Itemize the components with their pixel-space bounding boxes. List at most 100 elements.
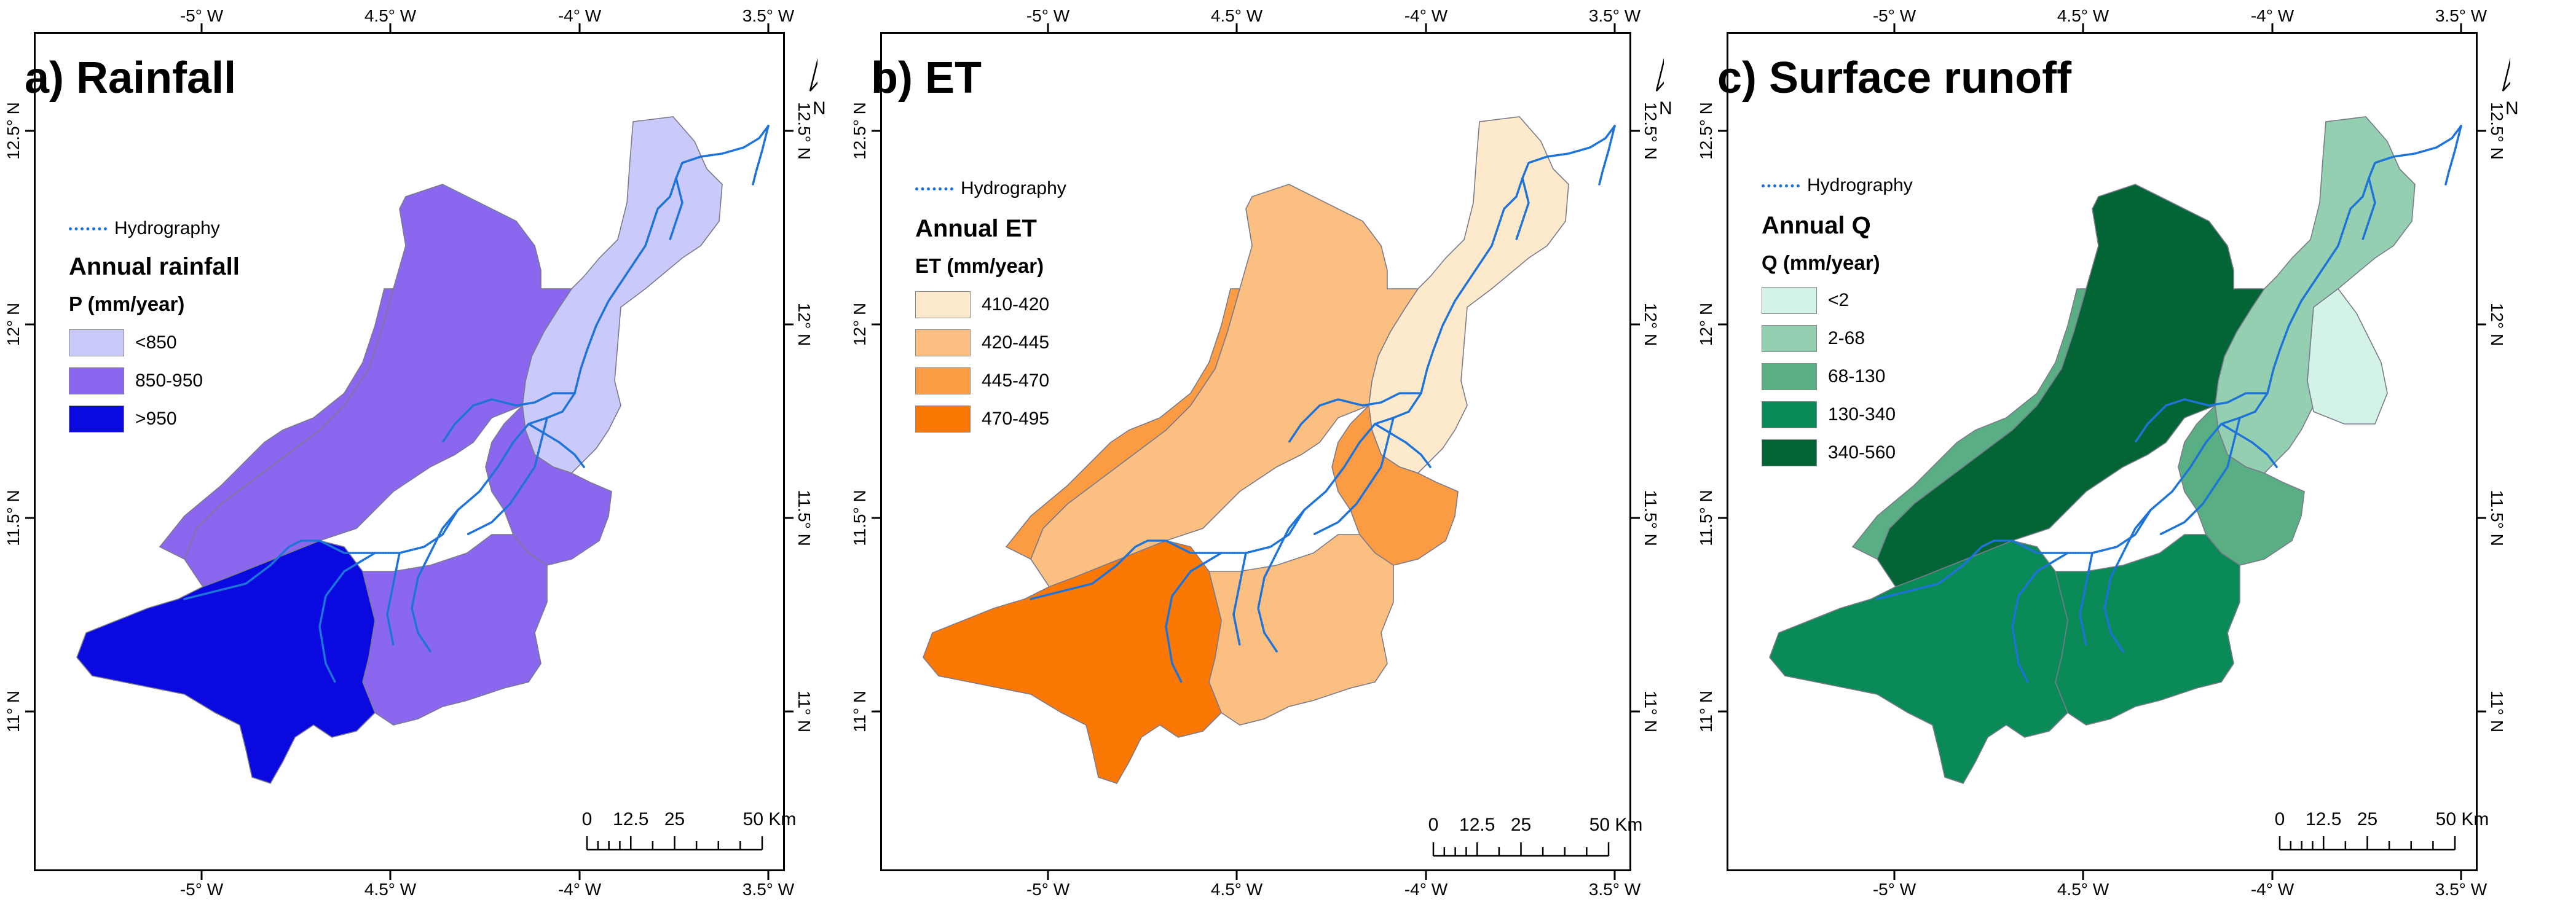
zone-layer bbox=[1769, 116, 2416, 784]
legend-class-0: 410-420 bbox=[915, 291, 1049, 318]
legend-class-2: 445-470 bbox=[915, 367, 1049, 394]
lon-label-top: 4.5° W bbox=[2057, 6, 2109, 25]
legend-class-1: 420-445 bbox=[915, 329, 1049, 356]
legend-subtitle: ET (mm/year) bbox=[915, 254, 1044, 277]
lon-label-top: -4° W bbox=[1404, 6, 1448, 25]
zone-west bbox=[159, 288, 395, 560]
zone-east bbox=[485, 404, 612, 566]
zone-east bbox=[2178, 404, 2305, 566]
legend-swatch bbox=[915, 367, 971, 394]
lat-label-right: 12° N bbox=[1641, 302, 1660, 347]
river-2 bbox=[669, 177, 683, 241]
lat-label-right: 12.5° N bbox=[795, 102, 814, 160]
lat-label-left: 12° N bbox=[850, 302, 869, 347]
legend-label: 470-495 bbox=[982, 409, 1050, 429]
map-frame bbox=[34, 32, 785, 871]
lon-label-bottom: -4° W bbox=[2250, 880, 2294, 899]
hydrography-label: Hydrography bbox=[961, 178, 1066, 198]
north-arrow-icon bbox=[809, 58, 817, 92]
scale-label-0: 0 bbox=[2274, 809, 2285, 829]
hydrography-line-icon bbox=[915, 187, 953, 190]
hydrography-layer bbox=[1876, 125, 2462, 683]
legend-label: 2-68 bbox=[1828, 328, 1865, 348]
river-4 bbox=[1312, 417, 1395, 536]
north-arrow-left bbox=[809, 58, 817, 92]
river-6 bbox=[2103, 509, 2152, 652]
legend-label: <2 bbox=[1828, 290, 1849, 310]
river-3 bbox=[2134, 392, 2269, 444]
lon-label-bottom: -5° W bbox=[1026, 880, 1070, 899]
lon-label-top: -4° W bbox=[557, 6, 602, 25]
legend-class-0: <850 bbox=[69, 329, 177, 356]
legend-label: <850 bbox=[135, 332, 177, 353]
legend-subtitle: P (mm/year) bbox=[69, 292, 185, 315]
map-frame bbox=[1727, 32, 2478, 871]
lat-label-right: 12° N bbox=[2487, 302, 2507, 347]
frame-ticks bbox=[25, 23, 794, 880]
river-2 bbox=[2361, 177, 2376, 241]
lon-label-bottom: -4° W bbox=[1404, 880, 1448, 899]
legend-swatch bbox=[915, 291, 971, 318]
river-5 bbox=[2220, 423, 2278, 468]
lon-label-bottom: 4.5° W bbox=[2057, 880, 2109, 899]
scale-label-0: 0 bbox=[1428, 815, 1439, 835]
zone-southwest bbox=[1769, 540, 2068, 784]
scale-label-3: 50 Km bbox=[2435, 809, 2489, 829]
lon-label-bottom: 3.5° W bbox=[742, 880, 795, 899]
lat-label-left: 11° N bbox=[850, 690, 869, 733]
zone-west bbox=[1005, 288, 1241, 560]
zone-neck bbox=[2307, 288, 2388, 425]
lon-label-top: 4.5° W bbox=[1210, 6, 1263, 25]
lat-label-right: 11.5° N bbox=[795, 490, 814, 546]
legend-swatch bbox=[1762, 401, 1817, 428]
zone-west bbox=[1851, 288, 2087, 560]
lat-label-left: 12.5° N bbox=[850, 102, 869, 160]
lon-label-bottom: 4.5° W bbox=[364, 880, 417, 899]
lat-label-left: 12° N bbox=[4, 302, 23, 347]
lon-label-top: -5° W bbox=[179, 6, 224, 25]
panel-et: b) ET Hydrography Annual ET ET (mm/year)… bbox=[846, 0, 1672, 913]
panel-rainfall: a) Rainfall Hydrography Annual rainfall … bbox=[0, 0, 826, 913]
zone-southwest bbox=[76, 540, 376, 784]
scale-label-1: 12.5 bbox=[2306, 809, 2342, 829]
legend-swatch bbox=[1762, 287, 1817, 314]
hydrography-line-icon bbox=[69, 227, 107, 230]
lat-label-left: 12° N bbox=[1696, 302, 1715, 347]
legend-subtitle: Q (mm/year) bbox=[1762, 251, 1880, 274]
map-svg bbox=[872, 23, 1664, 880]
legend-class-3: 130-340 bbox=[1762, 401, 1896, 428]
legend-label: 445-470 bbox=[982, 370, 1050, 391]
scale-bar bbox=[2279, 836, 2456, 851]
zone-southwest bbox=[923, 540, 1222, 784]
legend-label: 420-445 bbox=[982, 332, 1050, 353]
hydrography-layer bbox=[1030, 125, 1616, 683]
zone-east bbox=[1331, 404, 1459, 566]
scale-label-2: 25 bbox=[1510, 815, 1532, 835]
legend-swatch bbox=[69, 329, 124, 356]
lat-label-left: 11° N bbox=[1696, 690, 1715, 733]
legend-class-2: 68-130 bbox=[1762, 363, 1885, 390]
north-arrow-left bbox=[1655, 58, 1664, 92]
zone-layer bbox=[76, 116, 723, 784]
lon-label-top: 3.5° W bbox=[742, 6, 795, 25]
scale-label-2: 25 bbox=[2357, 809, 2378, 829]
legend-class-3: 470-495 bbox=[915, 406, 1049, 433]
lat-label-left: 11.5° N bbox=[1696, 490, 1715, 546]
map-frame bbox=[880, 32, 1631, 871]
lat-label-right: 11° N bbox=[1641, 690, 1660, 733]
scale-label-1: 12.5 bbox=[613, 809, 649, 829]
north-arrow-icon bbox=[2502, 58, 2510, 92]
legend-label: 68-130 bbox=[1828, 366, 1886, 386]
scale-label-1: 12.5 bbox=[1459, 815, 1495, 835]
map-svg bbox=[1718, 23, 2510, 880]
hydrography-label: Hydrography bbox=[114, 218, 220, 238]
lat-label-right: 12° N bbox=[795, 302, 814, 347]
river-8 bbox=[318, 552, 376, 683]
legend-swatch bbox=[69, 406, 124, 433]
legend-label: 340-560 bbox=[1828, 442, 1896, 463]
lat-label-left: 11° N bbox=[4, 690, 23, 733]
lon-label-bottom: -5° W bbox=[179, 880, 224, 899]
river-7 bbox=[1232, 552, 1247, 646]
river-1 bbox=[1598, 125, 1616, 186]
lon-label-bottom: 3.5° W bbox=[2435, 880, 2487, 899]
